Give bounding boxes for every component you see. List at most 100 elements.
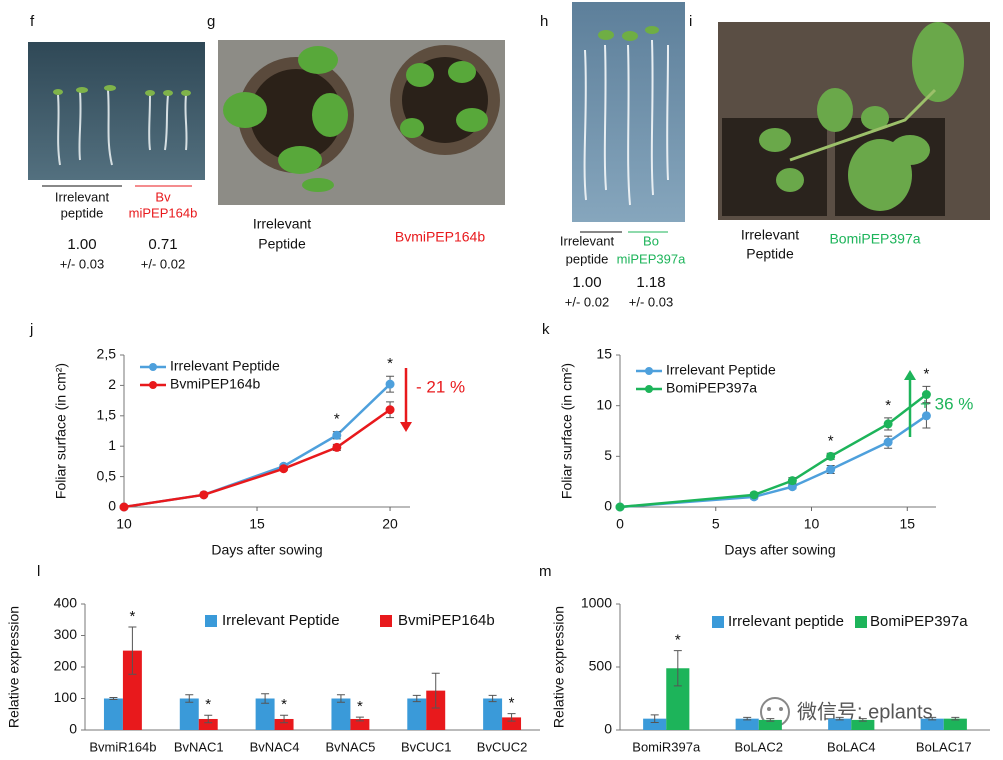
- x-tick-label: BvNAC4: [250, 739, 300, 754]
- y-tick-label: 10: [596, 396, 612, 412]
- bar: [758, 719, 782, 730]
- significance: *: [828, 432, 834, 449]
- legend-label: BvmiPEP164b: [170, 376, 260, 392]
- y-tick-label: 0: [604, 498, 612, 514]
- bar: [255, 698, 275, 730]
- bar: [483, 698, 503, 730]
- error-bar: [412, 694, 421, 703]
- photo-g: [218, 40, 505, 205]
- point: [332, 430, 342, 440]
- y-tick-label: 2,5: [97, 346, 117, 362]
- x-tick-label: 15: [249, 516, 265, 532]
- x-tick-label: BvNAC1: [174, 739, 224, 754]
- y-axis-label: Foliar surface (in cm²): [53, 363, 69, 499]
- significance: *: [509, 695, 515, 712]
- y-tick-label: 0,5: [97, 467, 117, 483]
- x-tick-label: BoLAC2: [735, 739, 783, 754]
- error-bar: [928, 716, 937, 721]
- error-bar: [743, 716, 752, 721]
- legend-marker: [645, 367, 653, 375]
- error-bar: [109, 697, 118, 700]
- x-tick-label: 20: [382, 516, 398, 532]
- bar: [828, 718, 852, 730]
- panel-letter: i: [689, 13, 692, 30]
- y-tick-label: 5: [604, 447, 612, 463]
- y-tick-label: 0: [69, 721, 77, 737]
- point: [883, 437, 893, 447]
- bar: [666, 668, 690, 730]
- bar: [426, 690, 446, 730]
- series-line: [619, 414, 928, 509]
- panel-letter: l: [37, 563, 40, 580]
- series-line: [619, 393, 928, 509]
- group-name: miPEP397a: [617, 251, 686, 266]
- bar: [943, 718, 967, 730]
- series-line: [123, 383, 391, 509]
- legend-swatch: [205, 615, 217, 627]
- point: [385, 405, 395, 415]
- group-name: BvmiPEP164b: [395, 229, 485, 245]
- error-bar: [185, 694, 194, 703]
- bar: [735, 718, 759, 730]
- group-name: peptide: [61, 205, 104, 220]
- bar: [198, 718, 218, 730]
- point: [787, 476, 797, 486]
- change-arrowhead: [400, 422, 412, 432]
- x-tick-label: 10: [116, 516, 132, 532]
- point: [883, 419, 893, 429]
- group-name: Irrelevant: [560, 233, 615, 248]
- bar: [274, 718, 294, 730]
- error-bar: [204, 714, 213, 724]
- x-tick-label: BomiR397a: [632, 739, 701, 754]
- y-axis-label: Foliar surface (in cm²): [559, 363, 575, 499]
- legend-marker: [645, 385, 653, 393]
- significance: *: [357, 698, 363, 715]
- bar: [643, 718, 667, 730]
- significance: *: [205, 696, 211, 713]
- ratio-error: +/- 0.03: [629, 294, 673, 309]
- legend-label: BvmiPEP164b: [398, 612, 495, 629]
- photo-h: [572, 2, 685, 222]
- legend-label: Irrelevant Peptide: [170, 358, 280, 374]
- point: [921, 411, 931, 421]
- error-bar: [951, 716, 960, 721]
- legend-label: BomiPEP397a: [666, 380, 757, 396]
- error-bar: [431, 672, 440, 709]
- y-tick-label: 1000: [581, 595, 612, 611]
- legend-label: Irrelevant Peptide: [666, 362, 776, 378]
- ratio-error: +/- 0.03: [60, 256, 104, 271]
- bar: [350, 718, 370, 730]
- x-tick-label: BoLAC17: [916, 739, 972, 754]
- photo-i: [718, 22, 990, 220]
- group-name: Bv: [155, 189, 171, 204]
- error-bar: [128, 626, 137, 675]
- x-axis-label: Days after sowing: [724, 542, 835, 558]
- ratio-error: +/- 0.02: [141, 256, 185, 271]
- point: [385, 379, 395, 389]
- y-tick-label: 0: [604, 721, 612, 737]
- group-name: peptide: [566, 251, 609, 266]
- ratio-value: 1.18: [636, 274, 665, 291]
- error-bar: [673, 650, 682, 687]
- significance: *: [885, 397, 891, 414]
- error-bar: [355, 716, 364, 722]
- legend-marker: [149, 363, 157, 371]
- panel-letter: j: [29, 321, 33, 338]
- bar: [103, 698, 123, 730]
- photo-f: [28, 42, 205, 180]
- x-tick-label: 0: [616, 516, 624, 532]
- ratio-value: 0.71: [148, 236, 177, 253]
- ratio-error: +/- 0.02: [565, 294, 609, 309]
- legend-label: Irrelevant Peptide: [222, 612, 340, 629]
- bar: [407, 698, 427, 730]
- bar: [331, 698, 351, 730]
- error-bar: [280, 714, 289, 724]
- legend-label: BomiPEP397a: [870, 613, 968, 630]
- y-tick-label: 200: [54, 658, 78, 674]
- group-name: Peptide: [258, 236, 306, 252]
- x-tick-label: BvNAC5: [325, 739, 375, 754]
- group-name: Irrelevant: [741, 227, 799, 243]
- change-arrowhead: [904, 370, 916, 380]
- legend-label: Irrelevant peptide: [728, 613, 844, 630]
- significance: *: [281, 696, 287, 713]
